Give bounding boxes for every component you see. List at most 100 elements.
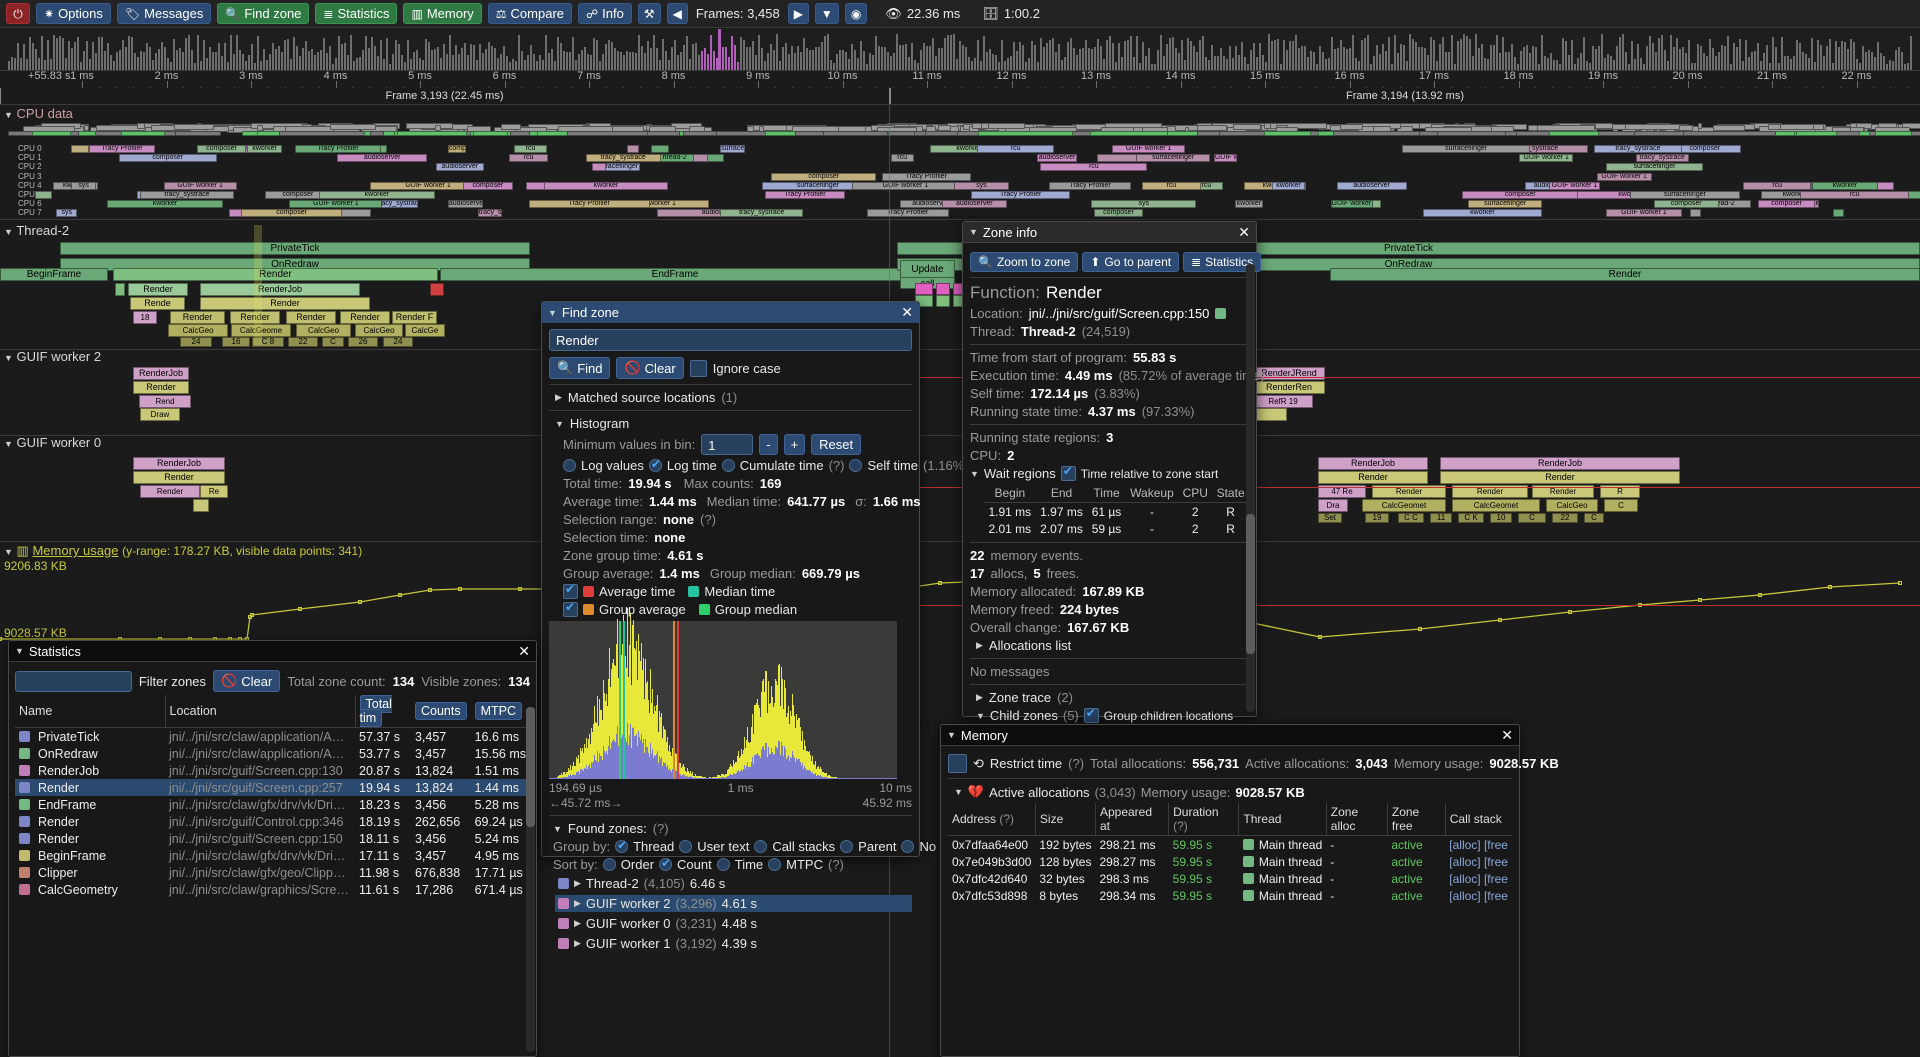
timeline-zone[interactable]: composer [771, 172, 877, 181]
mem-cell-call-stack[interactable]: [alloc] [free [1449, 837, 1508, 852]
timeline-zone[interactable] [1333, 131, 1421, 136]
timeline-zone[interactable]: audioserver [1037, 154, 1077, 163]
timeline-zone[interactable]: kworker [106, 200, 224, 209]
timeline-zone[interactable]: surfaceflinger [1468, 200, 1543, 209]
wait-header[interactable]: Wakeup [1125, 484, 1179, 503]
table-row[interactable]: RenderJob jni/../jni/src/guif/Screen.cpp:… [15, 762, 530, 779]
timeline-zone[interactable]: 47 Re [1318, 485, 1366, 498]
timeline-zone[interactable] [330, 124, 377, 130]
timeline-zone[interactable] [430, 283, 444, 296]
self-time-checkbox[interactable] [849, 459, 863, 472]
timeline-zone[interactable]: Re [200, 485, 228, 498]
timeline-zone[interactable]: Tracy Profiler [295, 145, 381, 153]
timeline-zone[interactable]: surfaceflinger [1629, 191, 1740, 199]
timeline-zone[interactable] [1594, 123, 1614, 129]
timeline-zone[interactable]: PrivateTick [60, 242, 530, 255]
found-zone-group-row[interactable]: ▶ Thread-2 (4,105) 6.46 s [555, 875, 912, 892]
track-header-guif-worker-2[interactable]: ▼ GUIF worker 2 [4, 349, 101, 364]
find-zone-button[interactable]: 🔍 Find zone [217, 3, 310, 24]
timeline-zone[interactable]: CalcGeomet [1362, 499, 1446, 512]
timeline-zone[interactable]: RenderJob [1440, 457, 1680, 470]
timeline-zone[interactable] [473, 131, 509, 136]
time-relative-checkbox[interactable] [1060, 464, 1076, 481]
timeline-zone[interactable]: 19 [1365, 513, 1389, 523]
timeline-zone[interactable] [1780, 124, 1814, 130]
log-time-checkbox[interactable] [648, 457, 662, 472]
timeline-zone[interactable] [1233, 124, 1262, 130]
timeline-zone[interactable]: C C [1398, 513, 1424, 523]
timeline-zone[interactable]: RefR 19 [1253, 395, 1313, 408]
timeline-zone[interactable] [257, 125, 263, 131]
timeline-zone[interactable] [567, 131, 648, 136]
timeline-zone[interactable]: Tracy Profiler [866, 209, 949, 218]
timeline-zone[interactable]: composer [1758, 200, 1815, 209]
timeline-zone[interactable] [977, 131, 1073, 136]
timeline-zone[interactable] [1625, 124, 1681, 130]
timeline-zone[interactable] [936, 295, 950, 307]
mem-cell-call-stack[interactable]: [alloc] [free [1449, 854, 1508, 869]
timeline-zone[interactable] [980, 123, 989, 129]
timeline-zone[interactable]: RenderJob [1318, 457, 1428, 470]
find-zone-titlebar[interactable]: ▼ Find zone ✕ [542, 302, 919, 323]
chevron-down-icon[interactable]: ▼ [555, 418, 564, 429]
histogram-plot[interactable] [549, 607, 897, 779]
find-button[interactable]: 🔍 Find [549, 357, 611, 379]
timeline-zone[interactable]: composer [1462, 191, 1579, 199]
chevron-right-icon[interactable]: ▶ [574, 938, 581, 948]
timeline-zone[interactable]: composer [1094, 209, 1143, 218]
timeline-zone[interactable]: C 8 [252, 337, 284, 347]
timeline-zone[interactable]: Render [230, 311, 280, 324]
timeline-zone[interactable]: audioserver [337, 154, 428, 163]
sort-by-order-radio[interactable] [602, 858, 616, 871]
reset-button[interactable]: Reset [811, 434, 862, 455]
go-to-parent-button[interactable]: ⬆ Go to parent [1082, 252, 1180, 272]
info-button[interactable]: ☍ Info [578, 3, 632, 24]
timeline-zone[interactable] [915, 283, 933, 295]
chevron-right-icon[interactable]: ▶ [976, 692, 983, 702]
close-icon[interactable]: ✕ [518, 642, 530, 659]
clear-button[interactable]: 🚫 Clear [616, 357, 684, 379]
restrict-time-checkbox[interactable] [948, 754, 967, 773]
timeline-zone[interactable]: composer [1653, 200, 1719, 209]
timeline-zone[interactable]: kworker [319, 191, 435, 199]
zone-statistics-button[interactable]: ≣ Statistics [1183, 252, 1262, 272]
zone-trace-header[interactable]: ▶ Zone trace (2) [976, 690, 1249, 705]
tools-button[interactable]: ⚒ [637, 3, 661, 24]
timeline-zone[interactable]: CalcGeo [1546, 499, 1598, 512]
timeline-zone[interactable] [1537, 125, 1595, 131]
timeline-zone[interactable] [1090, 131, 1168, 136]
timeline-zone[interactable]: RenderJob [200, 283, 360, 296]
table-row[interactable]: Clipper jni/../jni/src/claw/gfx/geo/Clipp… [15, 864, 530, 881]
close-icon[interactable]: ✕ [1501, 726, 1513, 743]
options-button[interactable]: ✷ Options [36, 3, 111, 24]
table-row[interactable]: BeginFrame jni/../jni/src/claw/gfx/drv/vk… [15, 847, 530, 864]
timeline-zone[interactable]: CalcGeo [168, 324, 228, 337]
timeline-zone[interactable]: sys [1091, 200, 1197, 209]
timeline-zone[interactable]: tracy_systrace [376, 200, 418, 209]
chevron-down-icon[interactable]: ▼ [969, 227, 978, 237]
timeline-zone[interactable]: composer [118, 154, 217, 163]
zoom-to-zone-button[interactable]: 🔍 Zoom to zone [970, 252, 1079, 272]
timeline-zone[interactable]: audioserver [435, 163, 484, 172]
timeline-zone[interactable]: C [1518, 513, 1546, 523]
active-allocations-header[interactable]: ▼ 💔 Active allocations (3,043) Memory us… [954, 784, 1512, 800]
timeline-zone[interactable] [35, 191, 53, 199]
wait-header[interactable]: Time [1087, 484, 1126, 503]
log-values-checkbox[interactable] [563, 459, 576, 472]
timeline-zone[interactable] [1196, 131, 1220, 136]
memory-titlebar[interactable]: ▼ Memory ✕ [941, 725, 1519, 746]
timeline-zone[interactable]: GUIF worker 1 [289, 200, 383, 209]
track-header-guif-worker-0[interactable]: ▼ GUIF worker 0 [4, 435, 101, 450]
timeline-zone[interactable]: tracy_systrace [585, 154, 661, 163]
timeline-zone[interactable] [1901, 123, 1920, 129]
timeline-zone[interactable]: Tracy Profiler [88, 145, 156, 153]
allocations-list-header[interactable]: ▶ Allocations list [976, 638, 1249, 653]
timeline-zone[interactable]: rcu [1800, 191, 1910, 199]
timeline-zone[interactable] [406, 123, 453, 129]
timeline-zone[interactable]: Tracy Profiler [528, 200, 650, 209]
timeline-zone[interactable]: tracy_systrace [139, 191, 235, 199]
zone-info-scrollbar[interactable] [1246, 264, 1255, 712]
group-by-thread-radio[interactable] [615, 838, 629, 853]
track-header-thread-2[interactable]: ▼ Thread-2 [4, 223, 69, 238]
mem-cell-call-stack[interactable]: [alloc] [free [1449, 871, 1508, 886]
